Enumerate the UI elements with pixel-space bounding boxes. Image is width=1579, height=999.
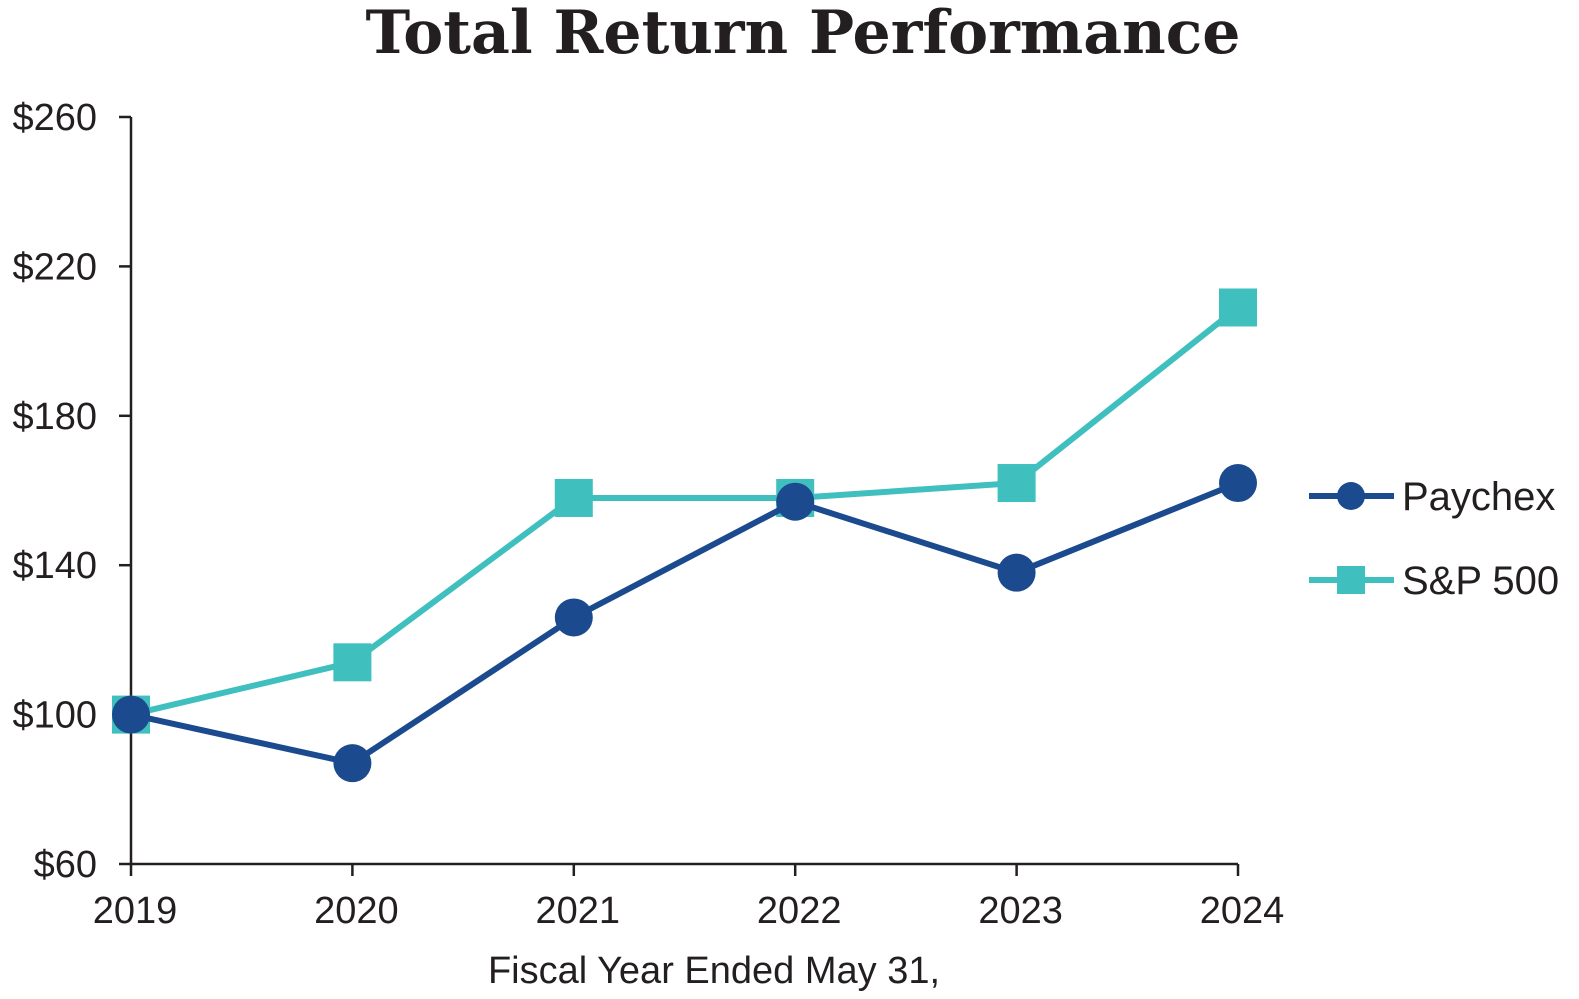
series-line-paychex <box>130 480 1240 767</box>
data-point-paychex <box>997 553 1036 592</box>
data-point-paychex <box>333 744 372 783</box>
data-point-s-p-500 <box>554 478 593 517</box>
data-point-paychex <box>554 598 593 637</box>
x-axis-title: Fiscal Year Ended May 31, <box>488 950 940 992</box>
series-line-s-p-500 <box>130 305 1240 718</box>
x-tick-label: 2021 <box>536 890 621 932</box>
chart-legend: Paychex S&P 500 <box>1309 475 1559 603</box>
legend-label-paychex: Paychex <box>1402 475 1555 519</box>
y-tick-label: $260 <box>12 97 97 139</box>
y-tick-label: $220 <box>12 246 97 288</box>
x-tick-label: 2024 <box>1200 890 1285 932</box>
x-tick-label: 2019 <box>93 890 178 932</box>
y-tick-label: $100 <box>12 695 97 737</box>
x-tick-label: 2020 <box>314 890 399 932</box>
data-point-s-p-500 <box>333 643 372 682</box>
data-point-paychex <box>1219 464 1257 503</box>
y-tick-label: $180 <box>12 396 97 438</box>
chart-title: Total Return Performance <box>366 0 1241 68</box>
series-s-p-500 <box>112 288 1257 734</box>
legend-marker-paychex <box>1337 482 1365 510</box>
data-point-paychex <box>776 482 815 521</box>
legend-item-paychex: Paychex <box>1309 475 1555 519</box>
legend-item-s-p-500: S&P 500 <box>1309 559 1559 603</box>
data-point-s-p-500 <box>997 464 1036 503</box>
data-point-paychex <box>112 695 150 734</box>
series-paychex <box>112 464 1257 783</box>
y-tick-label: $140 <box>12 545 97 587</box>
series-layer <box>112 288 1257 783</box>
x-tick-label: 2023 <box>978 890 1063 932</box>
legend-marker-s-p-500 <box>1337 566 1365 594</box>
data-point-s-p-500 <box>1219 288 1257 327</box>
x-tick-label: 2022 <box>757 890 842 932</box>
y-tick-label: $60 <box>34 844 97 886</box>
legend-label-s-p-500: S&P 500 <box>1402 559 1559 603</box>
chart-axes: $60 $100 $140 $180 $220 $260 2019 2020 2021 2022 2… <box>12 97 1284 932</box>
